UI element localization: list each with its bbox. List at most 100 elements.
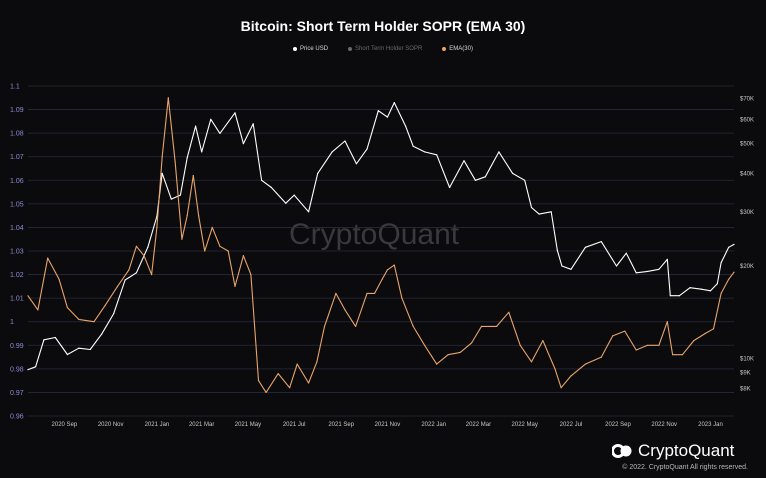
price-line-point [317,172,319,174]
price-line-point [89,348,91,351]
price-line-point [615,265,618,267]
ema-line-point [192,175,194,177]
ema-line-point [161,156,163,158]
price-line-point [179,194,181,196]
price-line [27,102,735,371]
brand-name: CryptoQuant [638,441,735,460]
ema-line-point [672,354,674,356]
ema-line-point [720,292,722,294]
price-line-point [728,246,730,248]
price-line-point [511,172,514,174]
ema-line-point [143,255,145,257]
ema-line-point [198,215,200,217]
price-line-point [449,186,451,189]
left-axis-ticks: 1.1 1.09 1.08 1.07 1.06 1.05 1.04 1.03 1.02 1.01 1… [10,84,24,421]
price-line-point [234,112,236,114]
cryptoquant-logo-icon [612,444,632,458]
ema-line-point [519,344,521,346]
price-line-point [709,290,712,292]
ema-line-point [104,304,106,306]
price-line-point [538,213,540,215]
grid-layer [28,85,734,417]
ema-line-point [666,321,668,323]
ema-line-point [355,325,357,327]
price-line-point [344,140,346,142]
legend-label-ema: EMA(30) [449,46,473,52]
left-tick-label: 1.02 [10,272,24,279]
ema-line-point [530,361,533,363]
price-line-point [270,186,272,189]
right-tick-label: $20K [740,264,754,270]
left-tick-label: 0.97 [10,390,24,397]
watermark: CryptoQuant [289,218,460,251]
ema-line-point [424,344,426,346]
ema-line-point [219,245,221,247]
ema-line-point [658,344,660,346]
legend-dot-sopr [348,47,353,51]
x-tick-label: 2020 Nov [98,422,124,428]
legend-label-price: Price USD [300,46,329,52]
ema-line-point [681,354,684,356]
ema-line-point [308,382,310,384]
price-line-point [201,151,203,153]
ema-line-point [186,215,188,217]
ema-line-point [174,160,176,162]
right-tick-label: $70K [740,97,754,103]
price-line-point [308,211,310,213]
price-line-point [412,145,414,147]
ema-line-point [27,295,29,297]
ema-line-point [58,278,60,280]
left-tick-label: 0.96 [10,414,24,421]
price-line-point [101,333,103,335]
price-line-point [285,202,287,204]
x-tick-label: 2021 Jan [145,422,170,428]
price-line-point [195,125,197,127]
price-line-point [186,157,188,159]
price-line-point [716,283,718,285]
ema-line-point [480,325,483,327]
ema-line-point [250,274,252,276]
ema-line-point [386,269,388,271]
price-line-point [584,246,587,248]
legend-item-price[interactable]: Price USD [293,46,328,52]
ema-line-point [211,226,213,228]
price-line-point [27,369,29,371]
x-tick-label: 2022 May [512,422,538,428]
price-line-point [293,194,295,196]
right-tick-label: $50K [740,142,754,148]
left-tick-label: 0.99 [10,343,24,350]
legend-item-sopr[interactable]: Short Term Holder SOPR [348,46,422,52]
right-tick-label: $30K [740,210,754,216]
price-line-point [66,353,68,356]
legend-item-ema[interactable]: EMA(30) [442,46,473,52]
ema-line-point [277,373,279,375]
price-line-point [689,287,691,289]
price-line-point [113,313,115,315]
ema-line-point [374,292,376,294]
price-line-point [700,288,703,290]
price-line-point [219,132,221,134]
price-line-point [474,179,476,181]
left-tick-label: 1.05 [10,201,24,208]
price-line-point [405,125,407,127]
price-line-point [355,163,357,165]
ema-line-point [647,344,649,346]
left-tick-label: 1.01 [10,296,24,303]
ema-line-point [257,380,260,382]
price-line-point [635,272,637,274]
price-line-point [252,123,254,125]
x-tick-label: 2022 Sep [605,422,631,428]
price-line-point [600,241,602,243]
series-layer [27,97,735,393]
x-tick-label: 2020 Sep [52,422,78,428]
ema-line-point [135,245,137,247]
price-line-point [678,295,681,297]
x-tick-label: 2023 Jan [698,422,723,428]
ema-line [27,97,735,393]
left-tick-label: 1.04 [10,225,24,232]
chart-title: Bitcoin: Short Term Holder SOPR (EMA 30) [240,18,526,34]
left-tick-label: 1.06 [10,178,24,185]
price-line-point [524,179,526,181]
price-line-point [556,249,558,251]
